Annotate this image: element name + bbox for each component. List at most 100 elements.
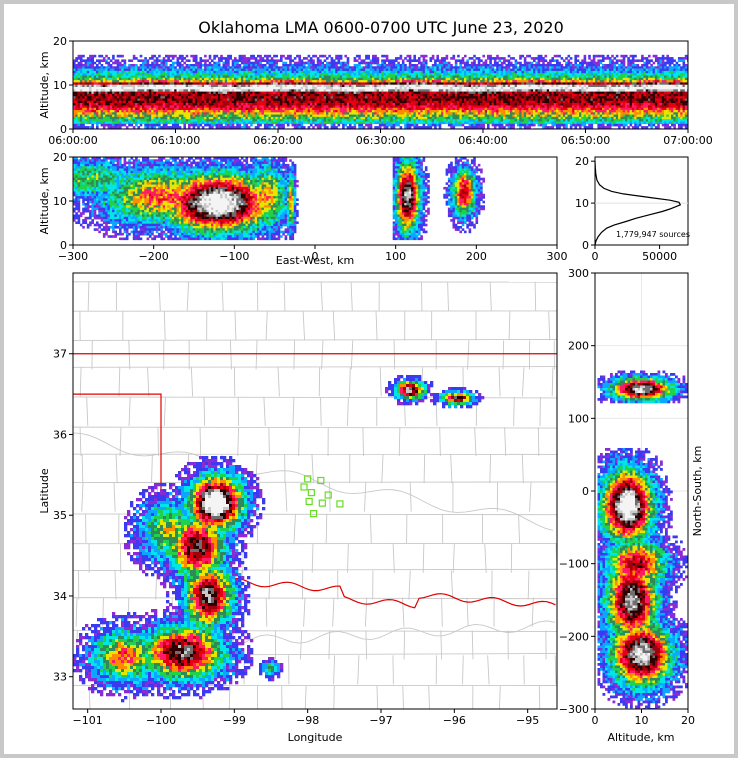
altitude-time-cell [238, 96, 242, 99]
altitude-time-cell [512, 84, 515, 88]
altitude-time-cell [608, 96, 612, 99]
altitude-time-cell [592, 98, 596, 102]
altitude-time-cell [383, 91, 387, 95]
altitude-time-cell [289, 64, 292, 67]
altitude-time-cell [546, 64, 550, 67]
altitude-time-cell [224, 84, 228, 88]
altitude-time-cell [188, 98, 191, 102]
altitude-time-cell [397, 80, 400, 83]
altitude-time-cell [682, 70, 686, 74]
altitude-time-cell [208, 66, 212, 69]
altitude-time-cell [666, 98, 669, 102]
altitude-time-cell [224, 93, 228, 97]
altitude-time-cell [109, 73, 113, 76]
altitude-time-cell [280, 70, 283, 74]
altitude-time-cell [392, 98, 396, 102]
altitude-time-cell [259, 89, 262, 92]
altitude-time-cell [431, 77, 435, 81]
altitude-time-cell [535, 70, 538, 74]
altitude-time-cell [613, 64, 617, 67]
altitude-time-cell [335, 73, 338, 76]
altitude-time-cell [77, 89, 81, 92]
altitude-time-cell [307, 66, 311, 69]
altitude-time-cell [581, 68, 584, 72]
altitude-time-cell [300, 82, 304, 85]
altitude-time-cell [401, 98, 405, 102]
altitude-time-cell [217, 64, 221, 67]
altitude-time-cell [641, 87, 644, 90]
altitude-time-cell [289, 93, 292, 97]
altitude-time-cell [629, 66, 633, 69]
altitude-time-cell [528, 80, 531, 83]
altitude-time-cell [441, 66, 444, 69]
altitude-time-cell [510, 70, 513, 74]
altitude-time-cell [298, 89, 301, 92]
altitude-time-cell [346, 80, 350, 83]
altitude-time-cell [441, 96, 444, 99]
altitude-time-cell [422, 68, 426, 72]
altitude-time-cell [645, 57, 649, 60]
altitude-time-cell [236, 73, 239, 76]
altitude-time-cell [107, 84, 111, 88]
altitude-time-cell [542, 59, 545, 62]
altitude-time-cell [422, 59, 426, 62]
altitude-time-cell [429, 89, 433, 92]
altitude-time-cell [473, 91, 476, 95]
altitude-time-cell [496, 87, 499, 90]
altitude-time-cell [247, 68, 251, 72]
altitude-time-cell [438, 64, 442, 67]
altitude-time-cell [367, 80, 370, 83]
altitude-time-cell [528, 77, 531, 81]
altitude-time-cell [151, 61, 154, 65]
altitude-time-cell [650, 93, 653, 97]
altitude-time-cell [137, 98, 140, 102]
altitude-time-cell [539, 93, 543, 97]
altitude-time-cell [213, 82, 216, 85]
altitude-time-cell [664, 82, 667, 85]
altitude-time-cell [344, 82, 347, 85]
altitude-time-cell [245, 57, 249, 60]
altitude-time-cell [268, 61, 272, 65]
altitude-time-cell [112, 96, 115, 99]
altitude-time-cell [273, 100, 276, 104]
altitude-time-cell [631, 59, 635, 62]
altitude-time-cell [100, 87, 104, 90]
altitude-time-cell [579, 96, 582, 99]
altitude-time-cell [516, 61, 520, 65]
altitude-time-cell [443, 93, 446, 97]
altitude-time-cell [627, 96, 630, 99]
altitude-time-cell [581, 82, 584, 85]
altitude-time-cell [395, 77, 398, 81]
altitude-time-cell [415, 89, 419, 92]
altitude-time-cell [100, 59, 104, 62]
altitude-time-cell [309, 66, 313, 69]
altitude-time-cell [599, 54, 603, 58]
altitude-time-cell [436, 54, 439, 58]
altitude-time-cell [289, 68, 292, 72]
altitude-time-cell [245, 98, 249, 102]
altitude-time-cell [151, 57, 154, 60]
altitude-time-cell [454, 64, 458, 67]
altitude-time-cell [252, 64, 255, 67]
altitude-time-cell [367, 87, 370, 90]
altitude-time-cell [323, 91, 327, 95]
altitude-time-cell [79, 77, 83, 81]
altitude-time-cell [491, 73, 495, 76]
altitude-time-cell [677, 77, 681, 81]
altitude-time-cell [123, 80, 127, 83]
altitude-time-cell [413, 96, 416, 99]
altitude-time-cell [231, 96, 235, 99]
altitude-time-cell [535, 75, 538, 79]
altitude-time-cell [353, 75, 357, 79]
altitude-time-cell [300, 100, 304, 104]
altitude-time-cell [487, 57, 490, 60]
altitude-time-cell [155, 70, 159, 74]
altitude-time-cell [358, 70, 361, 74]
altitude-time-cell [537, 80, 541, 83]
altitude-time-cell [560, 87, 564, 90]
altitude-time-cell [546, 82, 550, 85]
altitude-time-cell [585, 93, 589, 97]
altitude-time-cell [599, 77, 603, 81]
altitude-time-cell [155, 96, 159, 99]
altitude-time-cell [581, 59, 584, 62]
